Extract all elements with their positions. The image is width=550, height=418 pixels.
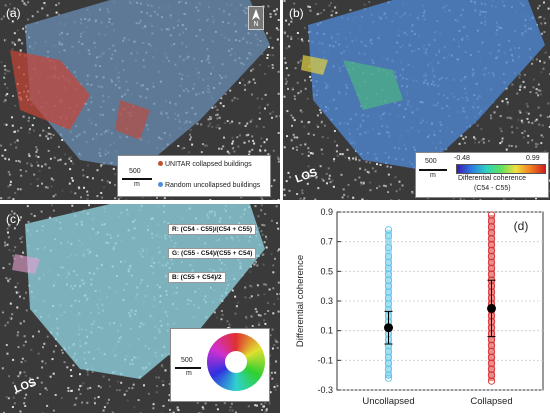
- scale-value: 500: [129, 168, 141, 175]
- scale-bar: [175, 367, 201, 369]
- legend-a: 500 m UNITAR collapsed buildings Random …: [117, 155, 271, 197]
- y-tick-label: 0.5: [320, 266, 333, 276]
- legend-text: Random uncollapsed buildings: [165, 182, 260, 189]
- formula-b: B: (C55 + C54)/2: [168, 272, 226, 283]
- panel-label: (b): [289, 6, 304, 20]
- colorbar-min: -0.48: [454, 155, 470, 162]
- scale-bar: [122, 178, 152, 180]
- mean-marker: [487, 304, 496, 313]
- x-tick-label: Uncollapsed: [362, 396, 414, 407]
- y-tick-label: -0.3: [317, 385, 333, 395]
- y-tick-label: -0.1: [317, 355, 333, 365]
- colorbar-title: Differential coherence: [458, 175, 526, 182]
- legend-item-collapsed: UNITAR collapsed buildings: [158, 161, 252, 168]
- y-tick-label: 0.9: [320, 207, 333, 217]
- y-tick-label: 0.3: [320, 296, 333, 306]
- panel-label: (c): [6, 212, 20, 226]
- legend-dot-icon: [158, 161, 163, 166]
- north-label: N: [249, 21, 263, 28]
- colorbar-subtitle: (C54 - C55): [474, 185, 511, 192]
- scale-value: 500: [181, 357, 193, 364]
- panel-c: (c) R: (C54 - C55)/(C54 + C55) G: (C55 -…: [0, 204, 280, 413]
- chart-panel-d: -0.3 -0.1 0.1 0.3 0.5 0.7 0.9 Uncollapsed Collap…: [285, 204, 550, 413]
- scale-unit: m: [186, 370, 192, 377]
- panel-b: (b) LOS 500 m -0.48 0.99 Differential co…: [283, 0, 550, 200]
- north-arrow-icon: N: [248, 6, 264, 30]
- y-tick-label: 0.1: [320, 326, 333, 336]
- scale-value: 500: [425, 158, 437, 165]
- formula-r: R: (C54 - C55)/(C54 + C55): [168, 224, 256, 235]
- plot-area: [337, 212, 543, 390]
- panel-label-d: (d): [514, 219, 529, 233]
- scale-bar: [419, 169, 447, 171]
- colorbar-max: 0.99: [526, 155, 540, 162]
- panel-label: (a): [6, 6, 21, 20]
- x-tick-label: Collapsed: [470, 396, 512, 407]
- y-tick-label: 0.7: [320, 237, 333, 247]
- color-wheel-icon: [207, 333, 265, 391]
- formula-g: G: (C55 - C54)/(C55 + C54): [168, 248, 256, 259]
- scale-unit: m: [134, 181, 140, 188]
- mean-marker: [384, 323, 393, 332]
- colorbar: [456, 164, 546, 174]
- color-wheel-legend: 500 m: [170, 328, 270, 402]
- colorbar-legend-b: 500 m -0.48 0.99 Differential coherence …: [415, 152, 549, 198]
- scale-unit: m: [430, 172, 436, 179]
- legend-item-uncollapsed: Random uncollapsed buildings: [158, 182, 260, 189]
- y-axis-label: Differential coherence: [295, 255, 306, 347]
- panel-a: (a) N 500 m UNITAR collapsed buildings R…: [0, 0, 280, 200]
- legend-text: UNITAR collapsed buildings: [165, 161, 252, 168]
- coherence-scatter-chart: -0.3 -0.1 0.1 0.3 0.5 0.7 0.9 Uncollapsed Collap…: [285, 204, 550, 413]
- legend-dot-icon: [158, 182, 163, 187]
